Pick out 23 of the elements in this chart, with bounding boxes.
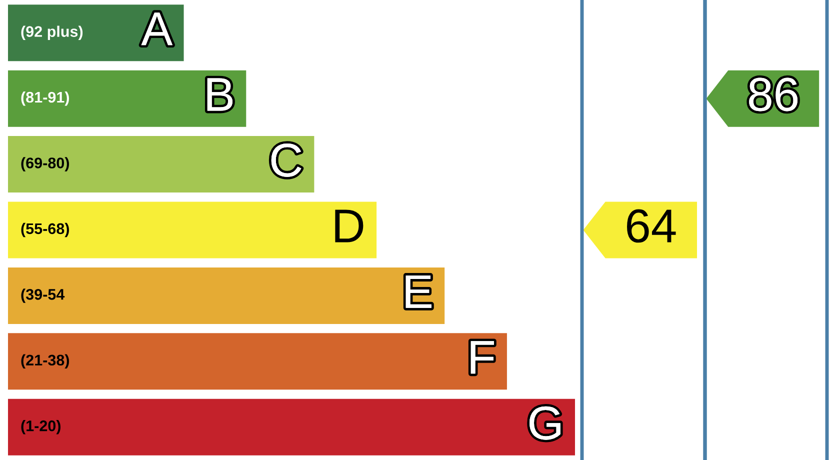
annotation: E xyxy=(406,275,432,308)
y-tick-label: (39-54 xyxy=(21,288,65,303)
data-label: 86 xyxy=(749,78,798,112)
y-tick-label: (21-38) xyxy=(21,354,69,369)
y-tick-label: (69-80) xyxy=(21,157,69,172)
y-tick-label: (92 plus) xyxy=(21,26,83,40)
annotation: A xyxy=(141,12,173,46)
y-tick-label: (81-91) xyxy=(21,91,69,106)
bar xyxy=(8,70,246,127)
annotation: F xyxy=(470,341,494,374)
bar xyxy=(8,136,314,193)
annotation: G xyxy=(530,406,560,440)
bar xyxy=(8,267,445,324)
bar xyxy=(8,333,507,390)
bar xyxy=(8,398,575,456)
annotation: C xyxy=(271,144,302,177)
data-label: 64 xyxy=(627,209,676,243)
y-tick-label: (55-68) xyxy=(21,222,69,238)
y-tick-label: (1-20) xyxy=(21,420,60,434)
bar xyxy=(8,4,184,62)
bar xyxy=(8,202,377,258)
annotation: B xyxy=(207,78,233,111)
annotation: D xyxy=(335,210,364,242)
